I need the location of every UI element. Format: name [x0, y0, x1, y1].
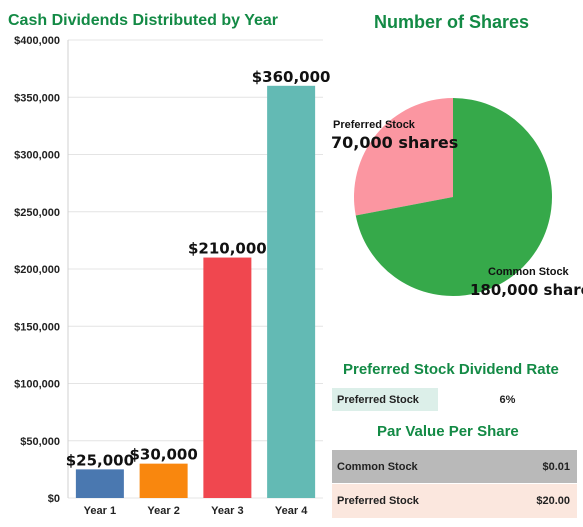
dividend-rate-title: Preferred Stock Dividend Rate: [343, 361, 559, 378]
y-tick-label: $0: [48, 493, 60, 505]
y-tick-label: $100,000: [14, 379, 60, 391]
pie-slice: [354, 98, 453, 216]
par-value-preferred: $20.00: [536, 495, 570, 507]
par-value-common: $0.01: [542, 460, 570, 473]
y-tick-label: $250,000: [14, 207, 60, 219]
dividend-rate-table: Preferred Stock 6%: [332, 388, 577, 411]
y-tick-label: $150,000: [14, 321, 60, 333]
dividend-rate-row: Preferred Stock 6%: [332, 388, 577, 411]
par-row-common: Common Stock $0.01: [332, 450, 577, 483]
pie-value-label-common: 180,000 shares: [470, 281, 583, 299]
bar-data-label: $210,000: [188, 240, 267, 258]
bar-chart-title: Cash Dividends Distributed by Year: [8, 12, 279, 29]
par-value-title: Par Value Per Share: [377, 423, 519, 440]
pie-chart-title: Number of Shares: [374, 12, 530, 32]
par-label-common: Common Stock: [337, 460, 418, 473]
par-label-preferred: Preferred Stock: [337, 495, 419, 507]
dividend-rate-label: Preferred Stock: [332, 388, 438, 411]
par-row-preferred: Preferred Stock $20.00: [332, 484, 577, 518]
bar-data-label: $25,000: [66, 451, 134, 469]
bar: [75, 469, 124, 498]
x-tick-label: Year 3: [211, 505, 243, 517]
y-tick-label: $300,000: [14, 150, 60, 162]
x-tick-label: Year 2: [147, 505, 179, 517]
y-tick-label: $50,000: [20, 436, 60, 448]
y-tick-label: $200,000: [14, 264, 60, 276]
pie-value-label-preferred: 70,000 shares: [331, 133, 458, 152]
bar: [203, 257, 252, 498]
dividend-rate-value: 6%: [499, 393, 516, 406]
bar: [139, 463, 188, 498]
x-tick-label: Year 4: [275, 505, 308, 517]
pie-label-common: Common Stock: [488, 266, 570, 278]
y-tick-label: $350,000: [14, 92, 60, 104]
bar: [267, 85, 316, 499]
bar-data-label: $360,000: [252, 68, 331, 86]
par-value-table: Common Stock $0.01 Preferred Stock $20.0…: [332, 450, 577, 518]
y-tick-label: $400,000: [14, 35, 60, 47]
bar-data-label: $30,000: [129, 446, 197, 464]
x-tick-label: Year 1: [84, 505, 116, 517]
pie-label-preferred: Preferred Stock: [333, 119, 416, 131]
pie-slice: [355, 98, 552, 296]
